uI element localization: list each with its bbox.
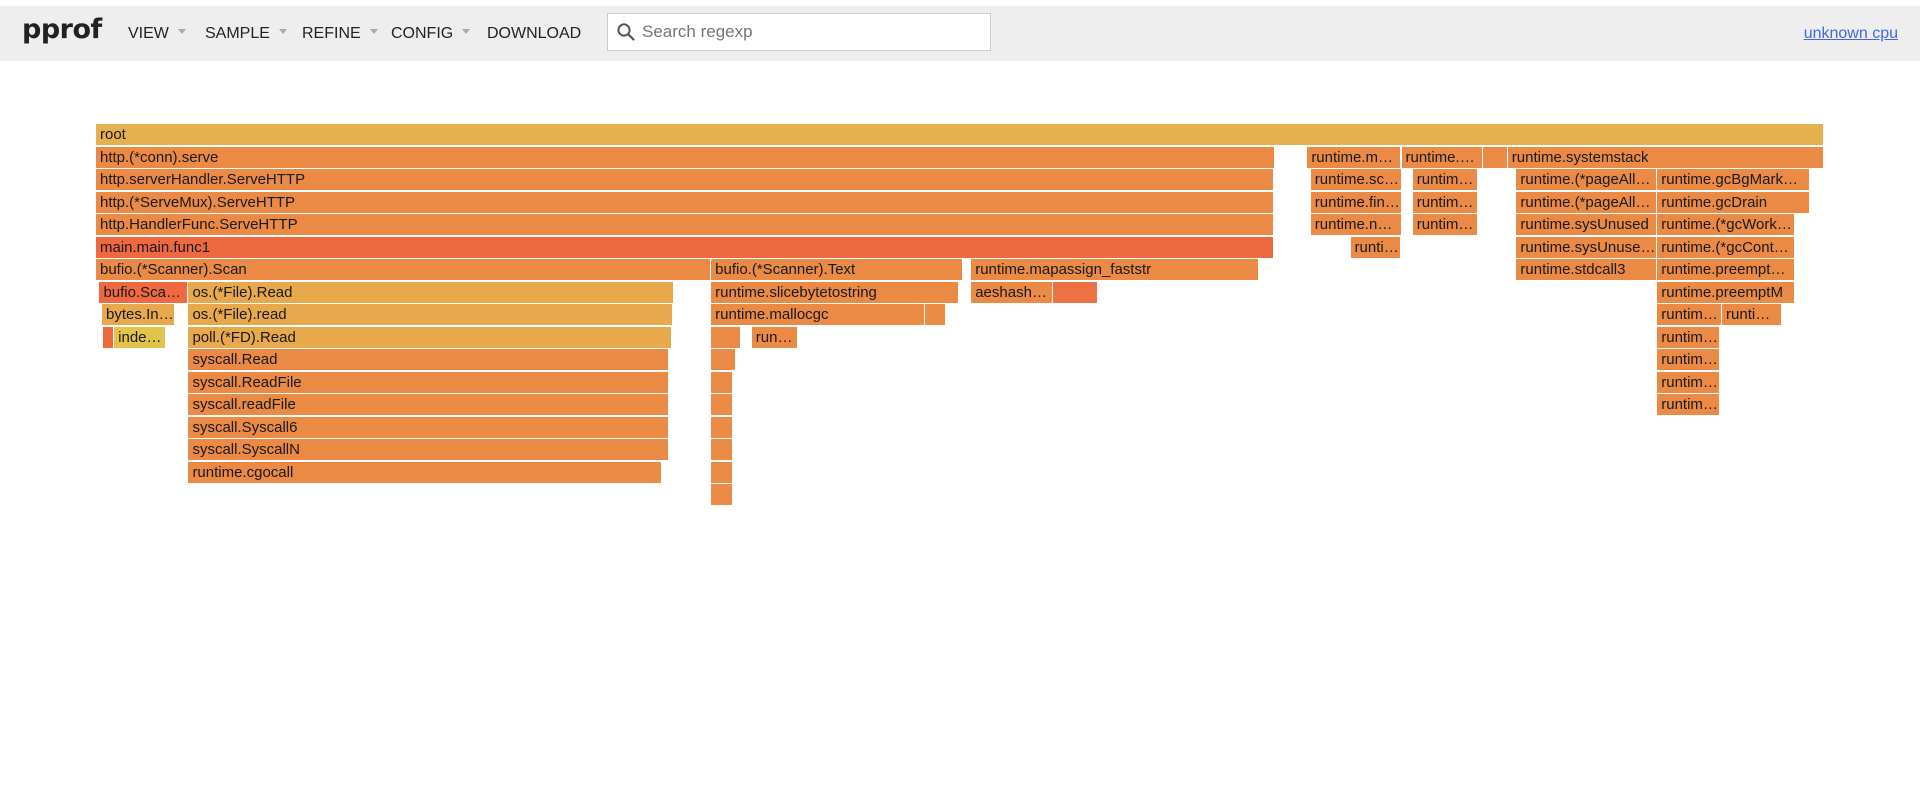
flame-frame[interactable]: indexbytebody [114,326,166,348]
flame-frame[interactable]: runtime.gcBgMarkWorker [1401,146,1483,168]
chevron-down-icon [462,29,471,35]
download-menu[interactable]: DOWNLOAD [487,6,581,61]
flame-frame[interactable]: runtime.systemstack [1507,146,1824,168]
flame-frame[interactable]: runtime.sysUnusedOS [1516,236,1657,258]
config-menu[interactable]: CONFIG [391,6,471,61]
flame-frame[interactable]: bytes.IndexByte [102,304,176,325]
app-title: pprof [22,14,102,45]
flame-frame[interactable]: runtime.slicebytetostring [711,281,960,303]
flame-frame[interactable] [711,439,733,460]
flame-frame[interactable]: runtime.(*pageAlloc).scavengeOne [1516,191,1657,213]
flame-frame[interactable]: runtime.gcDrain [1657,191,1811,213]
view-menu[interactable]: VIEW [128,6,186,61]
flame-frame[interactable]: runtime.suspendG [1657,304,1723,325]
search-input[interactable] [642,16,982,48]
chevron-down-icon [369,29,378,35]
flame-frame[interactable] [711,371,733,393]
flame-frame[interactable]: main.main.func1 [96,236,1274,258]
flame-frame[interactable]: http.HandlerFunc.ServeHTTP [96,214,1274,235]
flame-frame[interactable]: runtime.(*gcWork).balance [1657,214,1795,235]
flame-frame[interactable]: bufio.Scanner.Split [99,281,189,303]
flame-frame[interactable]: syscall.readFile [188,394,669,415]
download-menu-label: DOWNLOAD [487,25,582,42]
flame-frame[interactable]: runtime.nextFreeFast [751,326,798,348]
flame-frame[interactable]: runtime.markrootSpans [1412,214,1479,235]
flame-frame[interactable]: runtime.findRunnable [1310,191,1402,213]
search-icon [617,23,635,41]
flame-frame[interactable]: runtime.mapassign_faststr [971,259,1259,280]
flame-frame[interactable] [711,461,733,483]
refine-menu-label: REFINE [302,25,361,42]
flame-frame[interactable]: runtime.semasleep.func1 [1657,349,1721,370]
flame-frame[interactable] [102,326,115,348]
flame-frame[interactable]: http.(*ServeMux).ServeHTTP [96,191,1274,213]
sample-menu-label: SAMPLE [205,25,270,42]
flame-frame[interactable]: runtime.markroot [1412,191,1479,213]
flame-frame[interactable]: http.(*conn).serve [96,146,1276,168]
flame-frame[interactable]: runtime.(*pageAlloc).scavenge [1516,169,1657,190]
flame-frame[interactable]: runtime.mstart [1307,146,1402,168]
flame-frame[interactable]: aeshashbody [971,281,1054,303]
chevron-down-icon [278,29,287,35]
flame-frame[interactable]: runtime.preemptone [1657,259,1795,280]
flame-frame[interactable]: runtime.unlock [1722,304,1782,325]
flame-frame[interactable]: runtime.gcDrain [1412,169,1479,190]
flame-frame[interactable]: runtime.semasleep [1657,326,1721,348]
flame-frame[interactable]: runtime.stdcall3 [1516,259,1657,280]
flame-frame[interactable] [711,326,742,348]
profile-name-link[interactable]: unknown cpu [1803,25,1898,42]
sample-menu[interactable]: SAMPLE [205,6,287,61]
view-menu-label: VIEW [128,25,169,42]
flame-frame[interactable]: runtime.schedule [1310,169,1402,190]
flame-frame[interactable] [924,304,947,325]
flame-frame[interactable] [1482,146,1508,168]
chevron-down-icon [177,29,186,35]
search-box [607,13,991,51]
flame-frame[interactable]: runtime.stdcall [1657,394,1721,415]
flame-frame[interactable]: runtime.(*gcControllerState).enlistWorke… [1657,236,1795,258]
flame-frame[interactable] [711,349,737,370]
flame-frame[interactable]: runtime.preemptM [1657,281,1795,303]
refine-menu[interactable]: REFINE [302,6,378,61]
flame-frame[interactable]: syscall.Read [188,349,669,370]
flame-frame[interactable]: runtime.mallocgc [711,304,925,325]
flame-frame[interactable]: poll.(*FD).Read [188,326,673,348]
flame-frame[interactable] [1053,281,1099,303]
flame-frame[interactable]: runtime.sysUnused [1516,214,1657,235]
flame-frame[interactable]: bufio.(*Scanner).Scan [96,259,712,280]
flame-frame[interactable] [711,394,733,415]
flame-frame[interactable] [711,416,733,438]
config-menu-label: CONFIG [391,25,454,42]
flame-frame[interactable]: http.serverHandler.ServeHTTP [96,169,1274,190]
flame-frame[interactable]: runtime.stdcall2 [1657,371,1721,393]
flame-frame[interactable]: root [96,124,1824,145]
flame-frame[interactable] [711,484,733,505]
flame-graph: root http.(*conn).serve runtime.mstart runt… [96,124,1824,564]
top-strip [0,0,1920,6]
flame-frame[interactable]: runtime.netpollblock [1350,236,1402,258]
flame-frame[interactable]: syscall.ReadFile [188,371,669,393]
flame-frame[interactable]: bufio.(*Scanner).Text [711,259,963,280]
flame-frame[interactable]: runtime.gcBgMarkWorker.func2 [1657,169,1811,190]
flame-frame[interactable]: runtime.netpoll [1310,214,1402,235]
flame-frame[interactable]: os.(*File).read [188,304,674,325]
flame-frame[interactable]: syscall.SyscallN [188,439,669,460]
flame-frame[interactable]: syscall.Syscall6 [188,416,669,438]
flame-frame[interactable]: runtime.cgocall [188,461,662,483]
flame-frame[interactable]: os.(*File).Read [188,281,674,303]
header-bar: pprof VIEW SAMPLE REFINE CONFIG DOWNLOAD… [0,6,1920,61]
